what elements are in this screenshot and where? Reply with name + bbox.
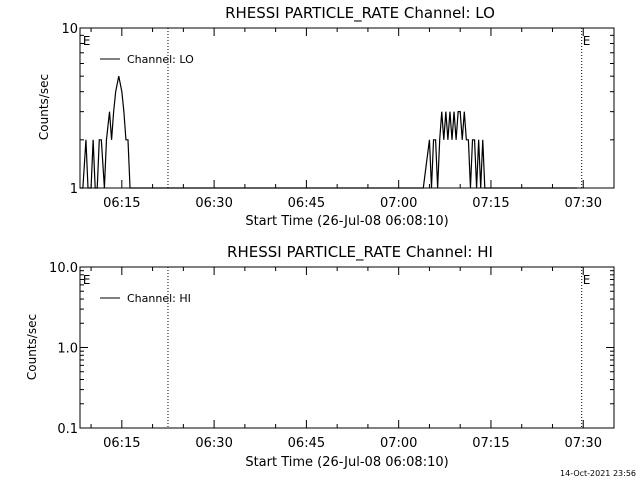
event-marker: E	[83, 273, 91, 287]
y-axis-label: Counts/sec	[37, 74, 51, 140]
event-lines	[167, 28, 583, 188]
y-tick-label: 0.1	[57, 422, 78, 437]
chart-title: RHESSI PARTICLE_RATE Channel: HI	[227, 243, 493, 262]
timestamp: 14-Oct-2021 23:56	[560, 469, 636, 478]
x-tick-label: 07:15	[472, 196, 509, 211]
x-tick-label: 07:15	[472, 436, 509, 451]
x-tick-label: 06:15	[103, 196, 140, 211]
panel-lo: RHESSI PARTICLE_RATE Channel: LO Counts/…	[37, 4, 615, 229]
x-axis-label: Start Time (26-Jul-08 06:08:10)	[245, 455, 448, 470]
event-lines	[167, 267, 583, 428]
x-tick-label: 07:00	[380, 196, 417, 211]
y-tick-label: 10	[61, 22, 78, 37]
x-tick-label: 07:30	[565, 196, 602, 211]
series-group	[80, 76, 578, 189]
plot-frame	[79, 27, 615, 189]
x-tick-label: 06:30	[195, 436, 232, 451]
x-tick-label: 06:45	[288, 436, 325, 451]
y-ticks: 0.1 1.0 10.0	[49, 261, 614, 437]
x-tick-label: 06:45	[288, 196, 325, 211]
y-tick-label: 1.0	[57, 342, 78, 357]
y-tick-label: 1	[70, 182, 78, 197]
x-tick-label: 06:15	[103, 436, 140, 451]
legend-label: Channel: LO	[127, 53, 194, 66]
x-axis-label: Start Time (26-Jul-08 06:08:10)	[245, 214, 448, 229]
legend: Channel: HI	[100, 292, 191, 305]
y-axis-label: Counts/sec	[25, 314, 39, 380]
event-marker: E	[83, 34, 91, 48]
x-tick-label: 06:30	[195, 196, 232, 211]
x-tick-label: 07:00	[380, 436, 417, 451]
y-ticks: 1 10	[61, 22, 614, 197]
series-line	[80, 76, 578, 189]
panel-hi: RHESSI PARTICLE_RATE Channel: HI Counts/…	[25, 243, 615, 470]
y-tick-label: 10.0	[49, 261, 78, 276]
chart-title: RHESSI PARTICLE_RATE Channel: LO	[225, 4, 495, 23]
event-marker: E	[583, 273, 591, 287]
x-tick-label: 07:30	[565, 436, 602, 451]
event-marker: E	[583, 34, 591, 48]
legend: Channel: LO	[100, 53, 194, 66]
legend-label: Channel: HI	[127, 292, 191, 305]
